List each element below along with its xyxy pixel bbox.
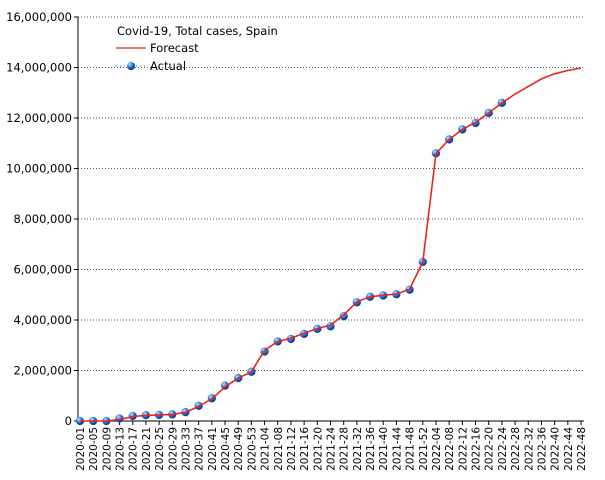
y-tick-label: 14,000,000 bbox=[6, 61, 72, 75]
y-tick-label: 0 bbox=[65, 414, 72, 428]
actual-point bbox=[339, 312, 348, 321]
x-tick-label: 2020-41 bbox=[207, 427, 219, 471]
x-tick-label: 2021-28 bbox=[339, 427, 351, 471]
x-tick-label: 2022-32 bbox=[523, 427, 535, 471]
x-tick-label: 2022-12 bbox=[457, 427, 469, 471]
x-tick-label: 2022-04 bbox=[431, 427, 443, 471]
x-tick-label: 2022-16 bbox=[471, 427, 483, 471]
x-tick-label: 2021-20 bbox=[312, 427, 324, 471]
x-tick-label: 2020-13 bbox=[115, 427, 127, 471]
x-tick-label: 2022-28 bbox=[510, 427, 522, 471]
x-tick-label: 2020-21 bbox=[141, 427, 153, 471]
x-tick-label: 2022-44 bbox=[563, 427, 575, 471]
x-tick-label: 2020-05 bbox=[88, 427, 100, 471]
x-tick-label: 2021-52 bbox=[418, 427, 430, 471]
x-tick-label: 2020-09 bbox=[101, 427, 113, 471]
x-tick-label: 2021-04 bbox=[260, 427, 272, 471]
x-tick-label: 2020-45 bbox=[220, 427, 232, 471]
x-tick-label: 2022-48 bbox=[576, 427, 588, 471]
y-tick-label: 8,000,000 bbox=[13, 212, 72, 226]
y-tick-label: 12,000,000 bbox=[6, 111, 72, 125]
x-tick-label: 2022-20 bbox=[484, 427, 496, 471]
x-tick-label: 2021-40 bbox=[378, 427, 390, 471]
x-tick-label: 2022-24 bbox=[497, 427, 509, 471]
x-tick-label: 2021-24 bbox=[326, 427, 338, 471]
y-tick-label: 16,000,000 bbox=[6, 10, 72, 24]
x-tick-label: 2021-16 bbox=[299, 427, 311, 471]
x-tick-label: 2021-36 bbox=[365, 427, 377, 471]
x-tick-label: 2020-33 bbox=[180, 427, 192, 471]
x-tick-label: 2021-44 bbox=[391, 427, 403, 471]
y-tick-label: 10,000,000 bbox=[6, 162, 72, 176]
chart-title: Covid-19, Total cases, Spain bbox=[117, 24, 278, 38]
legend-label: Actual bbox=[150, 59, 186, 73]
y-tick-label: 6,000,000 bbox=[13, 263, 72, 277]
x-tick-label: 2020-17 bbox=[128, 427, 140, 471]
x-tick-label: 2020-01 bbox=[75, 427, 87, 471]
x-tick-label: 2021-32 bbox=[352, 427, 364, 471]
legend-label: Forecast bbox=[150, 41, 199, 55]
x-tick-label: 2020-29 bbox=[167, 427, 179, 471]
forecast-line bbox=[80, 67, 582, 422]
y-tick-label: 4,000,000 bbox=[13, 313, 72, 327]
x-tick-label: 2022-36 bbox=[536, 427, 548, 471]
x-tick-label: 2021-48 bbox=[405, 427, 417, 471]
x-tick-label: 2022-40 bbox=[550, 427, 562, 471]
x-tick-label: 2021-08 bbox=[273, 427, 285, 471]
x-tick-label: 2021-12 bbox=[286, 427, 298, 471]
x-tick-label: 2022-08 bbox=[444, 427, 456, 471]
legend: Covid-19, Total cases, Spain Forecast Act… bbox=[116, 24, 278, 73]
x-tick-label: 2020-25 bbox=[154, 427, 166, 471]
x-tick-label: 2020-49 bbox=[233, 427, 245, 471]
y-tick-label: 2,000,000 bbox=[13, 364, 72, 378]
x-tick-label: 2020-37 bbox=[194, 427, 206, 471]
legend-swatch bbox=[127, 62, 135, 70]
x-tick-label: 2020-53 bbox=[246, 427, 258, 471]
